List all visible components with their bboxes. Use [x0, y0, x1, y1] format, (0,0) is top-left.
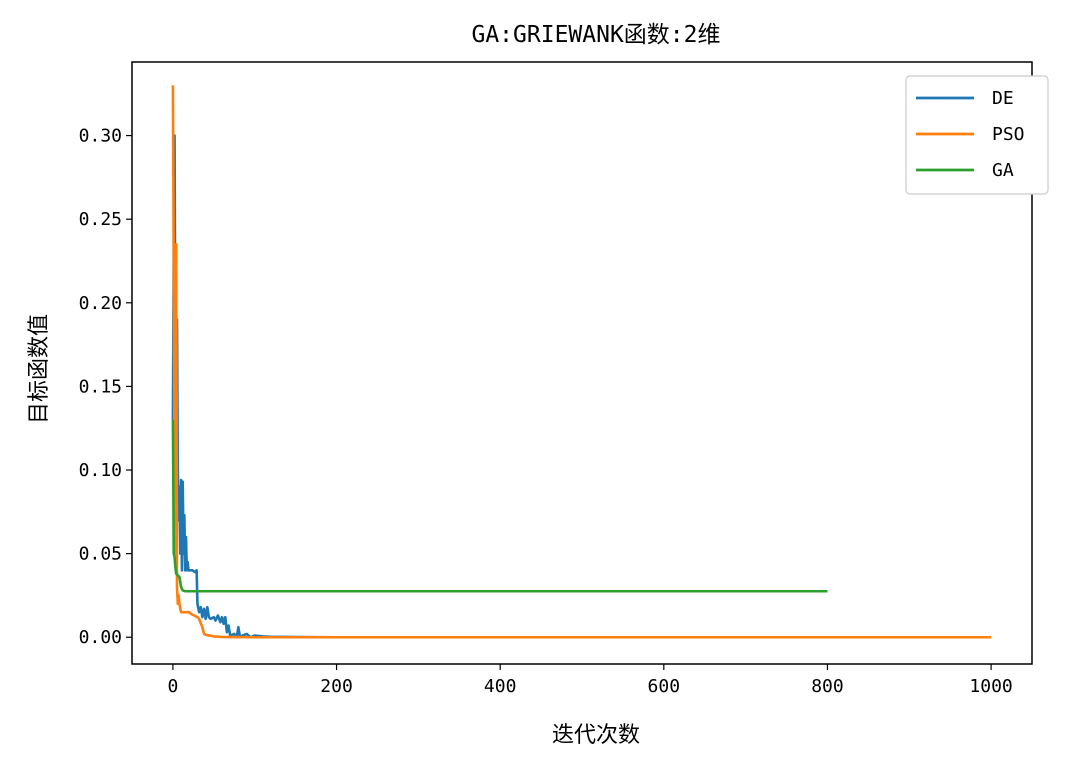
- y-tick-label: 0.00: [79, 627, 122, 648]
- y-axis-label: 目标函数值: [27, 314, 52, 424]
- x-axis-ticks: 0 200 400 600 800 1000: [167, 664, 1013, 697]
- legend-box: [905, 75, 1049, 195]
- legend-label-de: DE: [992, 88, 1014, 109]
- x-tick-label: 800: [811, 676, 844, 697]
- x-axis-label: 迭代次数: [552, 723, 640, 748]
- series-line-de: [171, 134, 992, 639]
- x-tick-label: 1000: [969, 676, 1012, 697]
- y-tick-label: 0.25: [79, 209, 122, 230]
- x-tick-label: 200: [320, 676, 353, 697]
- x-tick-label: 600: [648, 676, 681, 697]
- legend-label-ga: GA: [992, 160, 1014, 181]
- y-tick-label: 0.30: [79, 126, 122, 147]
- y-tick-label: 0.10: [79, 460, 122, 481]
- plot-frame: [131, 61, 1033, 665]
- legend-label-pso: PSO: [992, 124, 1025, 145]
- plot-area: [131, 61, 1033, 665]
- series-layer: [171, 85, 992, 639]
- x-tick-label: 400: [484, 676, 517, 697]
- y-tick-label: 0.15: [79, 376, 122, 397]
- legend: DE PSO GA: [905, 75, 1049, 195]
- y-tick-label: 0.05: [79, 544, 122, 565]
- y-tick-label: 0.20: [79, 293, 122, 314]
- y-axis-ticks: 0.00 0.05 0.10 0.15 0.20 0.25 0.30: [79, 126, 132, 648]
- series-line-ga: [171, 419, 828, 593]
- plot-background: [132, 62, 1032, 664]
- chart-title: GA:GRIEWANK函数:2维: [471, 22, 720, 48]
- series-line-pso: [171, 85, 992, 639]
- x-tick-label: 0: [167, 676, 178, 697]
